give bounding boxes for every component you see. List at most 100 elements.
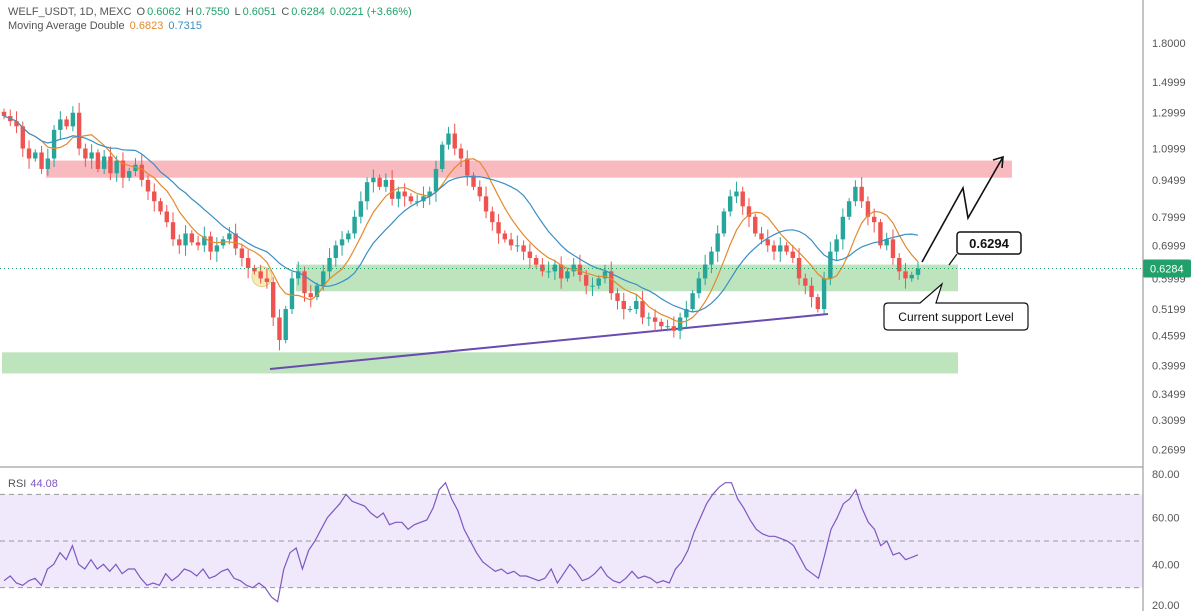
candle-body xyxy=(871,216,877,223)
candle-body xyxy=(471,175,476,187)
zone-lower-support xyxy=(2,352,958,374)
candle-body xyxy=(270,282,276,318)
candle-body xyxy=(540,264,545,272)
arrow-head xyxy=(992,155,1004,169)
candle-body xyxy=(859,186,864,202)
price-tick-label: 0.2699 xyxy=(1152,445,1186,457)
candle-body xyxy=(527,251,533,258)
candle-body xyxy=(602,271,608,279)
candle-body xyxy=(195,242,201,246)
candle-body xyxy=(533,257,539,265)
candle-body xyxy=(897,257,902,272)
candle-body xyxy=(346,233,351,240)
price-axis[interactable]: 1.8000 1.4999 1.2999 1.0999 0.9499 0.7999 0.69… xyxy=(1143,38,1191,457)
candle-body xyxy=(20,126,25,149)
candle-body xyxy=(352,216,357,234)
candle-body xyxy=(70,112,76,127)
candle-body xyxy=(258,271,263,279)
candle-body xyxy=(440,144,445,169)
candle-body xyxy=(615,293,620,301)
candle-body xyxy=(784,245,789,252)
candle-body xyxy=(127,171,132,178)
price-tick-label: 1.0999 xyxy=(1152,144,1186,156)
price-tick-label: 0.3099 xyxy=(1152,415,1186,427)
candle-body xyxy=(659,321,664,327)
candle-body xyxy=(89,152,94,159)
candle-body xyxy=(233,233,238,249)
candle-body xyxy=(389,179,395,199)
candle-body xyxy=(915,268,921,275)
candle-body xyxy=(1,111,7,117)
candle-body xyxy=(490,211,495,223)
candle-body xyxy=(39,152,44,169)
candle-body xyxy=(145,179,151,192)
candle-body xyxy=(558,264,564,279)
candle-body xyxy=(446,133,451,145)
candle-body xyxy=(408,196,414,202)
candle-body xyxy=(740,191,745,207)
candle-body xyxy=(790,251,795,258)
candle-body xyxy=(803,278,808,286)
change-value: 0.0221 (+3.66%) xyxy=(330,6,412,18)
low-value: 0.6051 xyxy=(242,6,277,18)
trendline-layer xyxy=(269,313,829,370)
candle-body xyxy=(590,285,595,287)
candle-body xyxy=(58,119,63,130)
candle-body xyxy=(321,271,326,286)
candle-body xyxy=(702,264,708,279)
candle-body xyxy=(690,293,695,310)
candle-body xyxy=(202,236,207,246)
candle-body xyxy=(358,201,364,217)
candle-body xyxy=(33,152,38,159)
moving-averages-layer xyxy=(3,115,919,324)
rsi-tick-label: 60.00 xyxy=(1152,513,1180,525)
open-label: O xyxy=(136,6,146,18)
candle-body xyxy=(609,271,614,294)
high-value: 0.7550 xyxy=(195,6,230,18)
candle-body xyxy=(95,152,101,169)
candle-body xyxy=(878,222,883,246)
low-label: L xyxy=(234,6,241,18)
candle-body xyxy=(865,201,871,217)
price-box-label: 0.6294 xyxy=(969,236,1010,251)
candle-body xyxy=(821,278,827,310)
price-tick-label: 0.9499 xyxy=(1152,175,1186,187)
price-tick-label: 1.8000 xyxy=(1152,38,1186,50)
candle-body xyxy=(327,257,332,272)
candle-body xyxy=(189,233,195,243)
candle-body xyxy=(402,191,407,197)
rsi-tick-label: 40.00 xyxy=(1152,559,1180,571)
last-price-tag xyxy=(1143,259,1191,278)
price-tick-label: 0.4599 xyxy=(1152,330,1186,342)
candle-body xyxy=(108,156,113,174)
price-tick-label: 0.6999 xyxy=(1152,240,1186,252)
rsi-value: 44.08 xyxy=(30,478,58,490)
ma-label: Moving Average Double xyxy=(8,20,125,32)
candle-body xyxy=(239,248,245,258)
candle-body xyxy=(26,148,32,159)
candle-body xyxy=(289,278,295,310)
rsi-tick-label: 20.00 xyxy=(1152,600,1180,611)
candle-body xyxy=(496,222,501,234)
candle-body xyxy=(508,239,514,246)
candle-body xyxy=(853,186,858,202)
close-label: C xyxy=(281,6,290,18)
candle-body xyxy=(696,278,702,294)
candle-body xyxy=(515,245,520,247)
rsi-line xyxy=(3,481,919,603)
symbol-label: WELF_USDT, 1D, MEXC xyxy=(8,6,132,18)
candle-body xyxy=(14,121,19,127)
candle-body xyxy=(45,158,51,169)
ma-slow-value: 0.7315 xyxy=(168,20,203,32)
candle-body xyxy=(308,293,313,298)
candle-body xyxy=(245,257,251,268)
candle-body xyxy=(477,186,482,197)
price-tick-label: 0.3499 xyxy=(1152,389,1186,401)
rsi-pane[interactable]: 80.00 60.00 40.00 20.00 xyxy=(0,469,1180,611)
zone-current-support xyxy=(296,264,958,292)
candle-body xyxy=(283,309,288,341)
candle-body xyxy=(383,179,389,187)
candle-body xyxy=(139,164,144,180)
candle-body xyxy=(214,245,220,252)
